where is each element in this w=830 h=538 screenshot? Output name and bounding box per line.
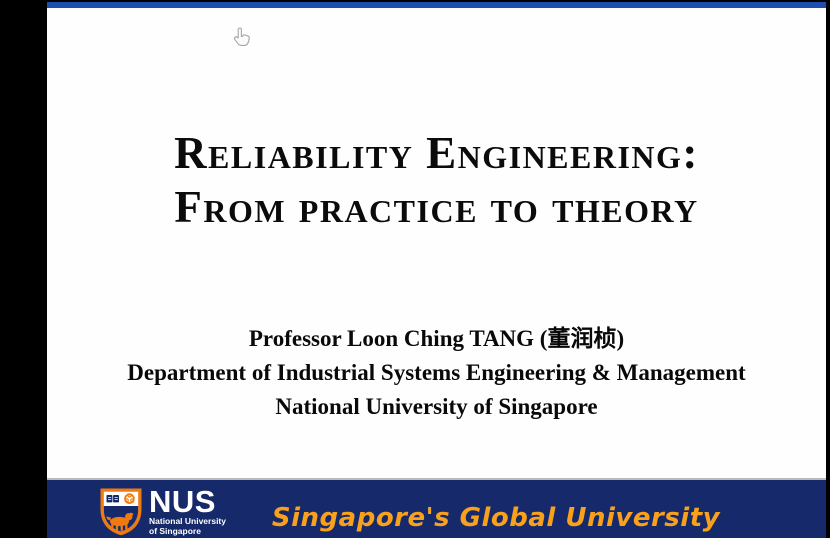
footer-banner: NUS National University of Singapore Sin… bbox=[47, 478, 826, 538]
title-line-2: From practice to theory bbox=[174, 182, 699, 232]
title-line-1: Reliability Engineering: bbox=[174, 128, 699, 178]
hand-pointer-cursor bbox=[234, 27, 250, 46]
author-name: Professor Loon Ching TANG (董润桢) bbox=[248, 326, 625, 351]
nus-logo-subtext-line1: National University bbox=[149, 516, 226, 526]
slide-canvas[interactable]: Reliability Engineering: From practice t… bbox=[47, 2, 826, 538]
nus-logo-subtext: National University of Singapore bbox=[149, 516, 226, 536]
footer-slogan: Singapore's Global University bbox=[271, 503, 721, 533]
top-accent-bar bbox=[47, 2, 826, 8]
slide-body: Reliability Engineering: From practice t… bbox=[47, 126, 826, 424]
nus-logo-text: NUS National University of Singapore bbox=[149, 484, 226, 537]
author-university: National University of Singapore bbox=[275, 394, 598, 419]
author-block: Professor Loon Ching TANG (董润桢) Departme… bbox=[47, 322, 826, 424]
slide-title: Reliability Engineering: From practice t… bbox=[47, 126, 826, 234]
nus-crest-icon bbox=[100, 488, 142, 536]
nus-wordmark: NUS bbox=[149, 484, 216, 519]
nus-logo: NUS National University of Singapore bbox=[99, 484, 226, 537]
author-department: Department of Industrial Systems Enginee… bbox=[127, 360, 746, 385]
nus-logo-subtext-line2: of Singapore bbox=[149, 525, 201, 536]
